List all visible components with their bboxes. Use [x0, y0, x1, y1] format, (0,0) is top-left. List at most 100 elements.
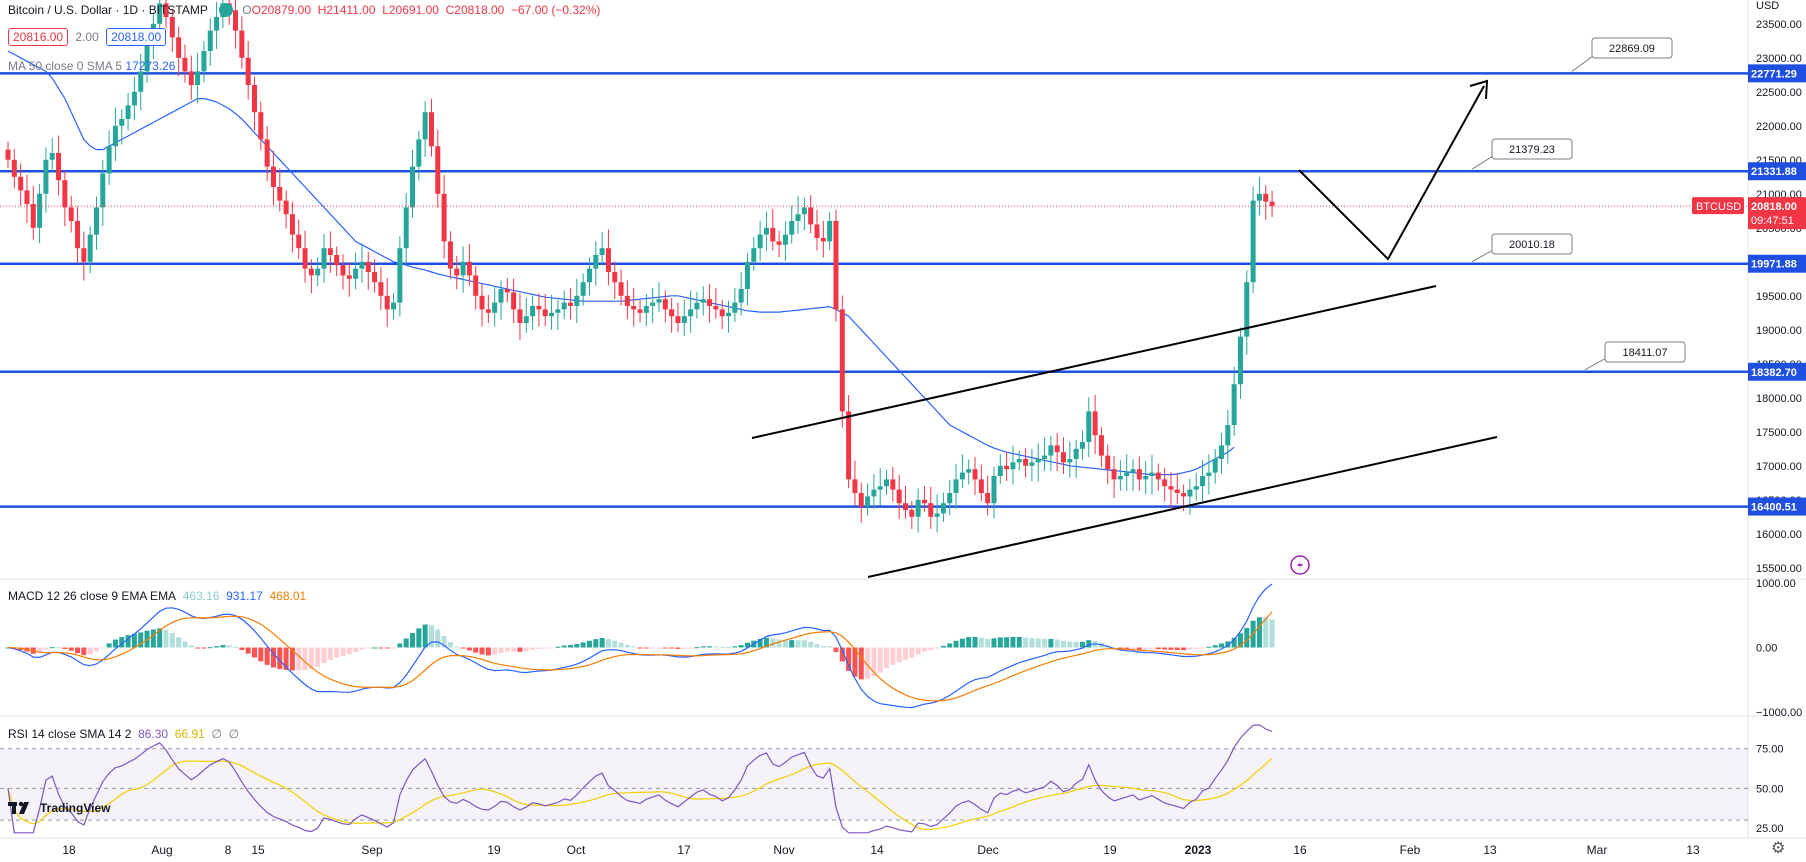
candle-body	[410, 166, 416, 208]
candle-body	[738, 289, 744, 303]
macd-bar	[62, 647, 68, 649]
macd-bar	[839, 647, 845, 662]
candle-body	[662, 299, 668, 310]
currency-label[interactable]: USD	[1756, 0, 1780, 12]
price-tick-label: 23500.00	[1756, 19, 1802, 31]
candle-body	[985, 493, 991, 504]
macd-bar	[289, 647, 295, 671]
candle-body	[1162, 479, 1168, 487]
candle-body	[258, 112, 264, 140]
rsi-tick-label: 25.00	[1756, 823, 1784, 835]
candle-body	[428, 112, 434, 147]
macd-bar	[568, 644, 574, 648]
macd-bar	[618, 642, 624, 648]
macd-bar	[87, 647, 93, 655]
candle-body	[125, 105, 131, 119]
rsi-ma-value: 66.91	[174, 727, 205, 741]
ask-price[interactable]: 20818.00	[106, 28, 167, 46]
callout-label: 20010.18	[1509, 239, 1555, 251]
macd-bar	[226, 645, 232, 648]
ma-legend[interactable]: MA 50 close 0 SMA 5 17273.26	[8, 59, 175, 73]
macd-bar	[245, 647, 251, 654]
candle-body	[384, 295, 390, 310]
candle-body	[207, 30, 213, 51]
macd-bar	[846, 647, 852, 671]
macd-bar	[896, 647, 902, 663]
macd-bar	[1212, 645, 1218, 648]
candle-body	[877, 486, 883, 490]
level-price-label: 16400.51	[1751, 502, 1797, 514]
macd-bar	[498, 647, 504, 654]
macd-bar	[580, 642, 586, 648]
macd-bar	[1237, 633, 1243, 648]
candle-body	[498, 289, 504, 303]
macd-bar	[915, 647, 921, 655]
macd-bar	[239, 647, 245, 650]
rsi-label: RSI 14 close SMA 14 2	[8, 727, 132, 741]
macd-bar	[43, 647, 49, 650]
candle-body	[1269, 201, 1275, 207]
candle-body	[561, 302, 567, 310]
rsi-band	[0, 748, 1748, 821]
candle-body	[245, 57, 251, 85]
macd-bar	[656, 647, 662, 649]
macd-bar	[605, 639, 611, 648]
countdown-label: 09:47:51	[1751, 215, 1794, 227]
macd-bar	[1130, 647, 1136, 649]
macd-bar	[403, 638, 409, 648]
macd-bar	[460, 647, 466, 649]
symbol-title[interactable]: Bitcoin / U.S. Dollar · 1D · BITSTAMP	[8, 3, 208, 17]
candle-body	[795, 214, 801, 221]
trendline-lower	[867, 436, 1498, 578]
candle-body	[62, 180, 68, 208]
macd-bar	[789, 640, 795, 648]
last-price-label: 20818.00	[1751, 201, 1797, 213]
time-tick-label: 15	[251, 843, 265, 857]
price-tick-label: 22500.00	[1756, 87, 1802, 99]
candle-body	[37, 193, 43, 228]
candle-body	[884, 479, 890, 487]
macd-bar	[75, 647, 81, 654]
macd-bar	[1023, 637, 1029, 648]
candle-body	[789, 221, 795, 235]
settings-gear-icon[interactable]: ⚙	[1771, 840, 1786, 857]
candle-body	[656, 299, 662, 303]
candle-body	[112, 125, 118, 147]
candle-body	[1155, 472, 1161, 480]
time-tick-label: 8	[225, 843, 232, 857]
macd-bar	[346, 647, 352, 655]
macd-bar	[694, 647, 700, 649]
candle-body	[669, 309, 675, 317]
macd-bar	[1016, 636, 1022, 648]
time-tick-label: Nov	[773, 843, 794, 857]
callout-box	[1604, 341, 1686, 363]
candle-body	[612, 272, 618, 283]
candle-body	[441, 193, 447, 242]
macd-bar	[479, 647, 485, 655]
macd-bar	[681, 647, 687, 649]
candle-body	[87, 234, 93, 262]
candle-body	[30, 204, 36, 228]
macd-bar	[978, 637, 984, 648]
macd-bar	[612, 640, 618, 648]
candle-body	[523, 316, 529, 323]
candle-body	[643, 306, 649, 313]
candle-body	[713, 306, 719, 310]
callout-box	[1491, 138, 1573, 160]
tradingview-logo[interactable]: TradingView	[8, 800, 110, 816]
macd-bar	[340, 647, 346, 656]
bid-price[interactable]: 20816.00	[8, 28, 69, 46]
candle-body	[1250, 200, 1256, 283]
macd-bar	[1061, 640, 1067, 648]
macd-bar	[827, 646, 833, 648]
macd-legend[interactable]: MACD 12 26 close 9 EMA EMA 463.16 931.17…	[8, 589, 306, 603]
rsi-legend[interactable]: RSI 14 close SMA 14 2 86.30 66.91 ∅ ∅	[8, 727, 239, 741]
candle-body	[732, 302, 738, 313]
macd-value: 931.17	[226, 589, 263, 603]
macd-bar	[890, 647, 896, 665]
candle-body	[1042, 455, 1048, 459]
candle-body	[296, 234, 302, 249]
macd-bar	[858, 647, 864, 680]
macd-bar	[934, 647, 940, 649]
